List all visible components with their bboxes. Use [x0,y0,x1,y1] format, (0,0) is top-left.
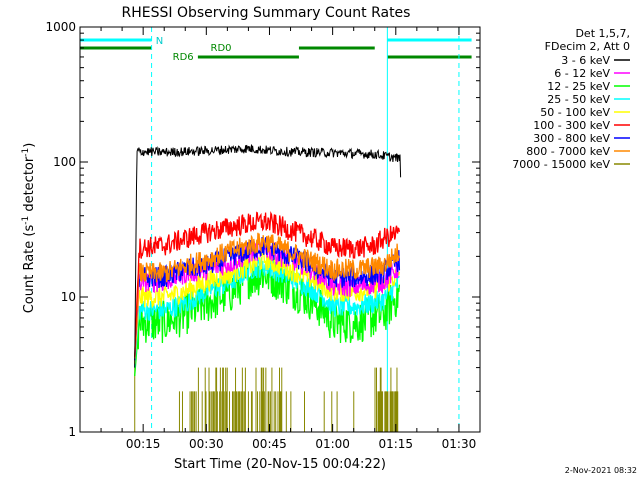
legend-header-line-2: FDecim 2, Att 0 [545,40,630,53]
legend-label: 800 - 7000 keV [526,145,610,158]
y-axis-label-sup2: -1 [21,148,31,157]
series-12-25-kev [134,256,401,377]
legend-label: 25 - 50 keV [547,93,610,106]
plot-frame [79,26,481,433]
y-tick-label: 1000 [45,20,76,34]
x-tick-label: 01:30 [442,437,477,451]
series-3-6-kev [134,144,402,368]
y-tick-label: 10 [61,290,76,304]
series-100-300-kev [134,211,401,357]
legend-label: 50 - 100 keV [540,106,610,119]
y-axis-label-main: Count Rate (s [22,225,37,314]
legend-label: 6 - 12 keV [554,67,610,80]
x-tick-label: 00:15 [126,437,161,451]
series-800-7000-kev [134,232,400,359]
legend-header-line-1: Det 1,5,7, [575,27,630,40]
x-tick-label: 00:45 [252,437,287,451]
y-axis: 1 10 100 1000 [45,20,480,439]
plot-area: N RD0 RD6 [79,26,481,433]
chart-title: RHESSI Observing Summary Count Rates [122,5,411,21]
y-axis-label-end: ) [22,143,37,148]
saa-label-n: N [156,36,163,47]
timestamp: 2-Nov-2021 08:32 [565,466,637,475]
legend-label: 12 - 25 keV [547,80,610,93]
y-tick-label: 1 [68,425,76,439]
series-7000-15000-kev [134,358,399,432]
x-axis: 00:15 00:30 00:45 01:00 01:15 01:30 [100,27,477,451]
series-25-50-kev [134,257,400,368]
rd6-label: RD6 [173,52,194,63]
x-tick-label: 01:15 [378,437,413,451]
y-axis-label-mid: detector [22,156,37,216]
x-tick-label: 00:30 [189,437,224,451]
x-tick-label: 01:00 [315,437,350,451]
x-axis-label: Start Time (20-Nov-15 00:04:22) [174,457,386,472]
legend-label: 100 - 300 keV [533,119,610,132]
legend-label: 300 - 800 keV [533,132,610,145]
y-axis-label: Count Rate (s-1 detector-1) [21,143,37,314]
rd0-label: RD0 [211,43,232,54]
y-tick-label: 100 [53,155,76,169]
y-axis-label-sup1: -1 [21,216,31,225]
legend-label: 3 - 6 keV [561,54,610,67]
legend-label: 7000 - 15000 keV [512,158,610,171]
